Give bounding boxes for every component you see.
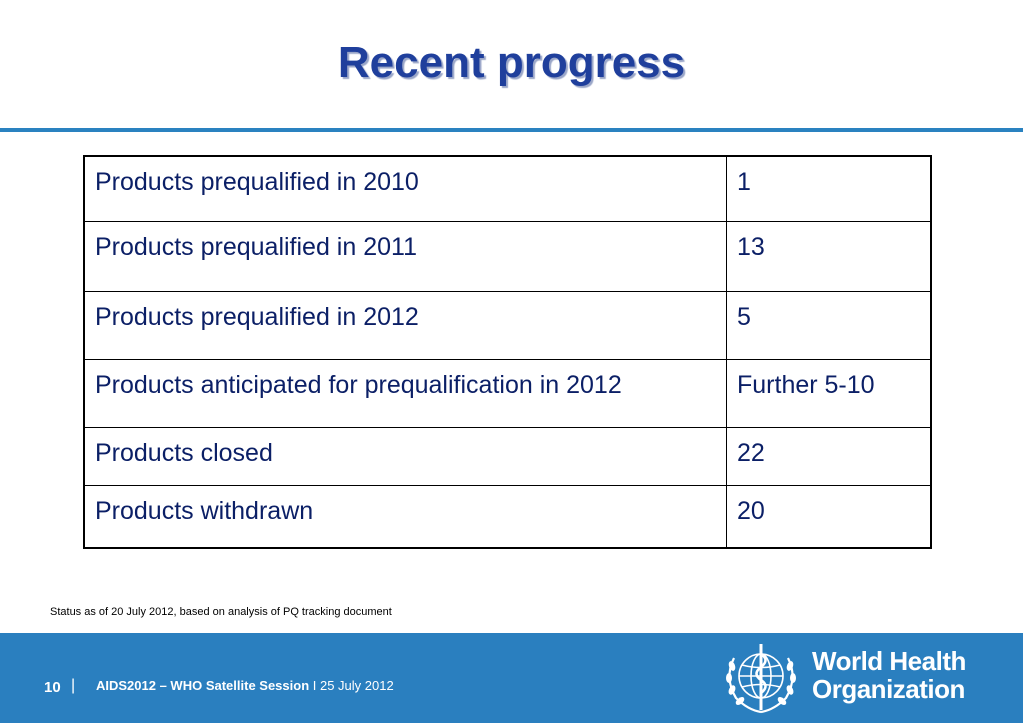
table-row: Products prequalified in 2011 13 bbox=[83, 220, 932, 292]
table-row: Products closed 22 bbox=[83, 426, 932, 486]
row-label: Products withdrawn bbox=[83, 484, 727, 549]
row-label: Products prequalified in 2012 bbox=[83, 290, 727, 360]
page-separator: | bbox=[71, 677, 76, 694]
table-row: Products withdrawn 20 bbox=[83, 484, 932, 549]
event-info: AIDS2012 – WHO Satellite Session I 25 Ju… bbox=[96, 678, 394, 693]
row-value: Further 5-10 bbox=[726, 358, 932, 428]
table-row: Products anticipated for prequalificatio… bbox=[83, 358, 932, 428]
progress-table: Products prequalified in 2010 1 Products… bbox=[83, 155, 932, 549]
row-value: 1 bbox=[726, 155, 932, 222]
row-value: 13 bbox=[726, 220, 932, 292]
table-row: Products prequalified in 2010 1 bbox=[83, 155, 932, 222]
organization-name-line2: Organization bbox=[812, 674, 965, 704]
who-emblem-icon bbox=[726, 644, 796, 714]
row-value: 22 bbox=[726, 426, 932, 486]
table-row: Products prequalified in 2012 5 bbox=[83, 290, 932, 360]
footer-band: 10 | AIDS2012 – WHO Satellite Session I … bbox=[0, 633, 1023, 723]
organization-name: World Health Organization bbox=[812, 647, 966, 703]
slide-title: Recent progress bbox=[337, 38, 686, 87]
page-number: 10 bbox=[44, 679, 61, 696]
event-date: I 25 July 2012 bbox=[309, 678, 394, 693]
row-label: Products prequalified in 2010 bbox=[83, 155, 727, 222]
row-value: 20 bbox=[726, 484, 932, 549]
title-divider bbox=[0, 128, 1023, 132]
row-label: Products anticipated for prequalificatio… bbox=[83, 358, 727, 428]
row-value: 5 bbox=[726, 290, 932, 360]
row-label: Products prequalified in 2011 bbox=[83, 220, 727, 292]
organization-name-line1: World Health bbox=[812, 646, 966, 676]
row-label: Products closed bbox=[83, 426, 727, 486]
event-name: AIDS2012 – WHO Satellite Session bbox=[96, 678, 310, 693]
footnote: Status as of 20 July 2012, based on anal… bbox=[50, 606, 392, 618]
